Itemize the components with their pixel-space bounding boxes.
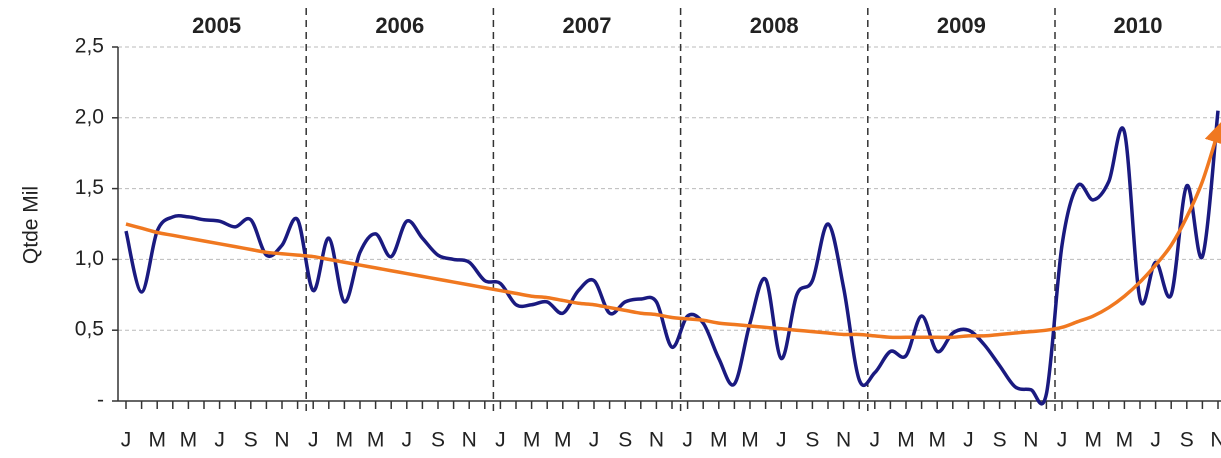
x-tick-label: S	[805, 429, 819, 452]
year-label: 2006	[375, 13, 424, 38]
trend-line	[125, 121, 1221, 340]
x-tick-label: M	[897, 429, 915, 452]
x-tick-label: J	[214, 429, 225, 452]
x-tick-label: M	[928, 429, 946, 452]
x-tick-label: J	[495, 429, 506, 452]
x-tick-label: N	[649, 429, 664, 452]
x-tick-label: S	[618, 429, 632, 452]
x-tick-label: N	[1210, 429, 1221, 452]
x-tick-label: M	[367, 429, 385, 452]
y-tick-label: 0,5	[75, 318, 104, 341]
x-tick-label: M	[1084, 429, 1102, 452]
y-tick-label: -	[97, 389, 104, 412]
x-tick-label: J	[963, 429, 974, 452]
x-tick-label: J	[1057, 429, 1068, 452]
y-tick-label: 1,0	[75, 247, 104, 270]
year-label: 2009	[937, 13, 986, 38]
x-tick-label: J	[308, 429, 319, 452]
x-tick-label: M	[741, 429, 759, 452]
x-tick-label: M	[554, 429, 572, 452]
x-tick-label: M	[180, 429, 198, 452]
x-tick-label: N	[462, 429, 477, 452]
y-tick-label: 2,5	[75, 35, 104, 58]
year-label: 2005	[192, 13, 241, 38]
x-tick-label: J	[870, 429, 881, 452]
year-label: 2008	[750, 13, 799, 38]
y-tick-label: 1,5	[75, 176, 104, 199]
x-tick-label: M	[336, 429, 354, 452]
x-tick-label: S	[993, 429, 1007, 452]
x-tick-label: J	[776, 429, 787, 452]
y-axis-label: Qtde Mil	[20, 186, 43, 264]
x-tick-label: J	[1150, 429, 1161, 452]
x-tick-label: J	[121, 429, 132, 452]
x-tick-label: M	[1116, 429, 1134, 452]
x-tick-label: M	[710, 429, 728, 452]
x-tick-label: M	[148, 429, 166, 452]
x-tick-label: S	[1180, 429, 1194, 452]
x-tick-label: S	[244, 429, 258, 452]
x-tick-label: J	[682, 429, 693, 452]
x-tick-label: J	[589, 429, 600, 452]
data-line	[124, 110, 1220, 406]
x-tick-label: N	[836, 429, 851, 452]
year-label: 2010	[1114, 13, 1163, 38]
year-label: 2007	[563, 13, 612, 38]
y-tick-label: 2,0	[75, 105, 104, 128]
x-tick-label: M	[523, 429, 541, 452]
x-tick-label: J	[402, 429, 413, 452]
x-tick-label: S	[431, 429, 445, 452]
x-tick-label: N	[274, 429, 289, 452]
x-tick-label: N	[1023, 429, 1038, 452]
